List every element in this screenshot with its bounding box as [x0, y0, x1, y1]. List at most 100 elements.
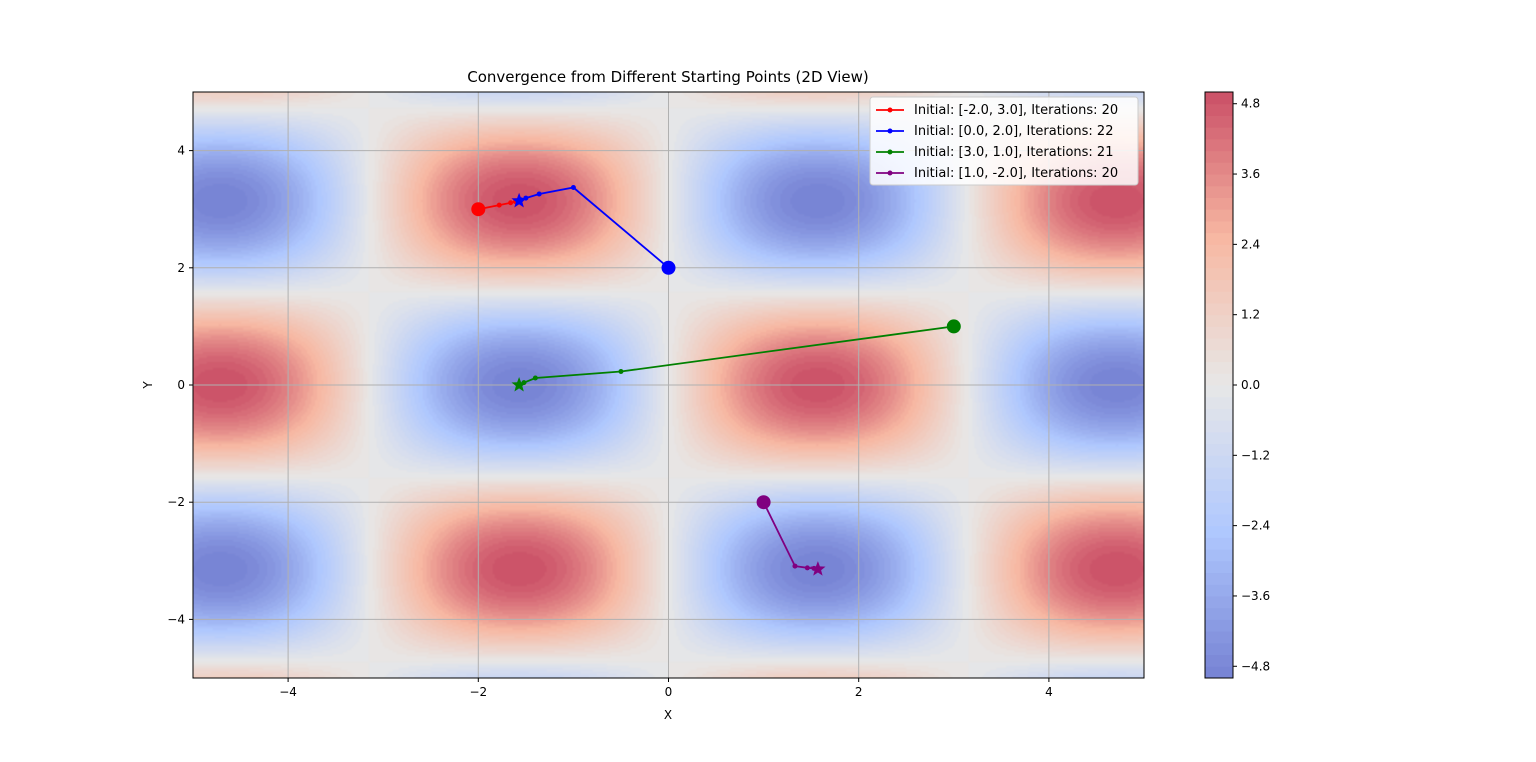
legend: Initial: [-2.0, 3.0], Iterations: 20 Init… [869, 96, 1139, 186]
colorbar-band [1205, 525, 1233, 538]
colorbar-band [1205, 232, 1233, 245]
colorbar-band [1205, 385, 1233, 398]
y-axis-label: Y [141, 381, 155, 390]
colorbar-tick-label: −3.6 [1241, 589, 1270, 603]
colorbar-band [1205, 490, 1233, 503]
colorbar-band [1205, 220, 1233, 234]
trajectory-point [532, 375, 538, 381]
legend-entry-2: Initial: [0.0, 2.0], Iterations: 22 [876, 124, 1113, 139]
x-axis-ticks: −4 −2 0 2 4 [279, 678, 1053, 699]
colorbar-band [1205, 607, 1233, 620]
colorbar-tick-label: −2.4 [1241, 519, 1270, 533]
trajectory-3 [511, 319, 961, 392]
colorbar-band [1205, 361, 1233, 374]
legend-marker [887, 149, 893, 155]
y-tick-label: −4 [167, 612, 185, 626]
colorbar-band [1205, 408, 1233, 421]
trajectory-4 [756, 495, 826, 576]
trajectory-point [804, 565, 810, 571]
legend-label: Initial: [3.0, 1.0], Iterations: 21 [914, 145, 1113, 160]
trajectories [471, 185, 961, 576]
colorbar-band [1205, 478, 1233, 491]
colorbar-band [1205, 326, 1233, 339]
trajectory-point [570, 185, 576, 191]
colorbar-band [1205, 431, 1233, 445]
plot-area: −4 −2 0 2 4 −4 −2 0 2 4 X Y [141, 91, 1145, 722]
legend-label: Initial: [-2.0, 3.0], Iterations: 20 [914, 103, 1118, 118]
colorbar-band [1205, 619, 1233, 632]
trajectory-2 [511, 185, 676, 275]
legend-marker [887, 170, 893, 176]
colorbar-tick-label: −1.2 [1241, 448, 1270, 462]
end-marker [511, 192, 527, 208]
colorbar-band [1205, 443, 1233, 456]
legend-label: Initial: [1.0, -2.0], Iterations: 20 [914, 166, 1118, 181]
colorbar-band [1205, 572, 1233, 585]
end-marker [810, 561, 826, 576]
colorbar-band [1205, 138, 1233, 152]
colorbar-band [1205, 127, 1233, 140]
y-tick-label: 2 [177, 261, 185, 275]
colorbar-band [1205, 314, 1233, 327]
legend-marker [887, 107, 893, 113]
y-tick-label: 0 [177, 378, 185, 392]
colorbar-band [1205, 642, 1233, 656]
trajectory-point [792, 563, 798, 569]
trajectory-point [508, 200, 514, 206]
colorbar-band [1205, 467, 1233, 480]
x-tick-label: −4 [279, 685, 297, 699]
colorbar-band [1205, 256, 1233, 269]
colorbar-band [1205, 631, 1233, 644]
colorbar-band [1205, 455, 1233, 468]
y-tick-label: −2 [167, 495, 185, 509]
colorbar-band [1205, 279, 1233, 292]
colorbar-band [1205, 373, 1233, 386]
chart-title: Convergence from Different Starting Poin… [467, 68, 868, 86]
end-marker [511, 377, 527, 392]
x-axis-label: X [664, 708, 672, 722]
colorbar-tick-label: −4.8 [1241, 659, 1270, 673]
colorbar-tick-label: 0.0 [1241, 378, 1260, 392]
colorbar-band [1205, 162, 1233, 175]
colorbar-band [1205, 396, 1233, 409]
colorbar-band [1205, 267, 1233, 281]
trajectory-point [496, 202, 502, 208]
legend-entry-3: Initial: [3.0, 1.0], Iterations: 21 [876, 145, 1113, 160]
start-marker [661, 260, 676, 275]
colorbar-band [1205, 666, 1233, 679]
start-marker [471, 202, 486, 217]
colorbar-ticks: 4.8 3.6 2.4 1.2 0.0 −1.2 −2.4 −3.6 −4.8 [1233, 97, 1270, 673]
colorbar-tick-label: 3.6 [1241, 167, 1260, 181]
colorbar-band [1205, 302, 1233, 316]
colorbar-band [1205, 209, 1233, 222]
colorbar-tick-label: 4.8 [1241, 97, 1260, 111]
colorbar-band [1205, 349, 1233, 363]
x-tick-label: −2 [469, 685, 487, 699]
y-tick-label: 4 [177, 144, 185, 158]
legend-frame [869, 96, 1139, 186]
colorbar-band [1205, 244, 1233, 257]
colorbar-tick-label: 2.4 [1241, 237, 1260, 251]
colorbar-band [1205, 584, 1233, 597]
colorbar-tick-label: 1.2 [1241, 308, 1260, 322]
legend-entry-4: Initial: [1.0, -2.0], Iterations: 20 [876, 166, 1118, 181]
colorbar-bands [1205, 92, 1233, 679]
colorbar-band [1205, 537, 1233, 550]
colorbar: 4.8 3.6 2.4 1.2 0.0 −1.2 −2.4 −3.6 −4.8 [1204, 91, 1270, 679]
trajectory-point [618, 369, 624, 375]
colorbar-band [1205, 560, 1233, 574]
colorbar-band [1205, 513, 1233, 527]
x-tick-label: 4 [1045, 685, 1053, 699]
colorbar-band [1205, 291, 1233, 304]
y-axis-ticks: −4 −2 0 2 4 [167, 144, 193, 626]
colorbar-band [1205, 185, 1233, 198]
colorbar-band [1205, 103, 1233, 116]
legend-label: Initial: [0.0, 2.0], Iterations: 22 [914, 124, 1113, 139]
colorbar-band [1205, 420, 1233, 433]
colorbar-band [1205, 115, 1233, 128]
colorbar-band [1205, 150, 1233, 163]
colorbar-band [1205, 595, 1233, 609]
trajectory-point [536, 191, 542, 197]
start-marker [946, 319, 961, 334]
